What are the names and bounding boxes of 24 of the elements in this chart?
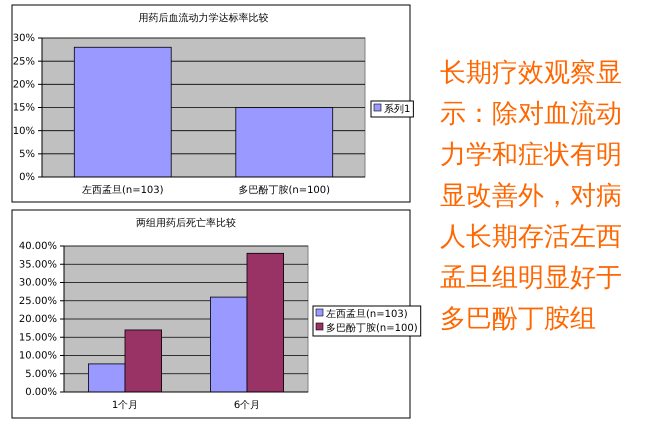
- legend-label: 多巴酚丁胺(n=100): [326, 322, 418, 334]
- y-tick-label: 15%: [12, 102, 35, 114]
- chart-title: 两组用药后死亡率比较: [136, 217, 236, 229]
- y-tick-label: 20.00%: [18, 314, 57, 326]
- y-tick-label: 10.00%: [18, 350, 57, 362]
- x-tick-label: 6个月: [234, 399, 260, 411]
- legend-label: 系列1: [384, 103, 410, 115]
- x-tick-label: 1个月: [112, 399, 138, 411]
- y-tick-label: 40.00%: [18, 241, 57, 252]
- chart-title: 用药后血流动力学达标率比较: [138, 12, 268, 24]
- y-tick-label: 10%: [12, 126, 35, 137]
- text: 长期疗效观察显示：除对血流动力学和症状有明显改善外，对病人长期存活左西孟旦组明显好于多巴酚丁胺组: [440, 58, 622, 334]
- y-tick-label: 25%: [12, 56, 35, 68]
- y-tick-label: 5%: [19, 149, 35, 160]
- y-tick-label: 30%: [12, 33, 35, 44]
- y-tick-label: 5.00%: [25, 368, 57, 380]
- y-tick-label: 20%: [12, 80, 35, 91]
- y-tick-label: 0.00%: [25, 387, 57, 398]
- legend-label: 左西孟旦(n=103): [326, 308, 408, 320]
- y-tick-label: 35.00%: [18, 259, 57, 270]
- y-tick-label: 30.00%: [18, 278, 57, 289]
- y-tick-label: 15.00%: [18, 332, 57, 344]
- y-tick-label: 25.00%: [18, 296, 57, 307]
- y-tick-label: 0%: [19, 172, 35, 184]
